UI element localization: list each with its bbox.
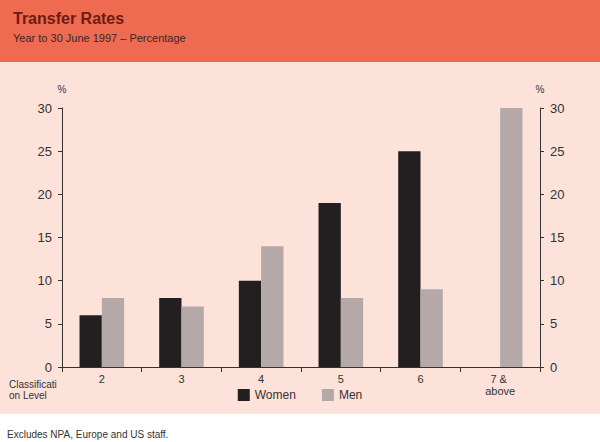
svg-text:on Level: on Level (9, 390, 47, 401)
svg-text:Transfer Rates: Transfer Rates (13, 10, 124, 27)
svg-text:25: 25 (38, 144, 52, 159)
svg-text:5: 5 (45, 316, 52, 331)
svg-text:25: 25 (550, 144, 564, 159)
svg-text:30: 30 (550, 101, 564, 116)
svg-text:10: 10 (550, 273, 564, 288)
svg-text:4: 4 (258, 373, 264, 385)
svg-text:10: 10 (38, 273, 52, 288)
svg-text:Classificati: Classificati (9, 379, 57, 390)
svg-text:15: 15 (38, 230, 52, 245)
svg-text:6: 6 (417, 373, 423, 385)
svg-text:%: % (58, 84, 67, 95)
svg-text:3: 3 (178, 373, 184, 385)
svg-text:Men: Men (339, 388, 362, 402)
svg-text:above: above (485, 385, 515, 397)
svg-text:30: 30 (38, 101, 52, 116)
svg-text:20: 20 (550, 187, 564, 202)
svg-text:Year to 30 June 1997 – Percent: Year to 30 June 1997 – Percentage (13, 32, 186, 44)
svg-text:0: 0 (45, 360, 52, 375)
svg-text:Women: Women (255, 388, 296, 402)
svg-text:2: 2 (99, 373, 105, 385)
svg-text:15: 15 (550, 230, 564, 245)
svg-text:Excludes NPA, Europe and US st: Excludes NPA, Europe and US staff. (7, 429, 168, 440)
svg-text:20: 20 (38, 187, 52, 202)
svg-text:7 &: 7 & (490, 373, 510, 385)
svg-text:5: 5 (550, 316, 557, 331)
svg-text:0: 0 (550, 360, 557, 375)
svg-text:5: 5 (338, 373, 344, 385)
svg-text:%: % (536, 84, 545, 95)
